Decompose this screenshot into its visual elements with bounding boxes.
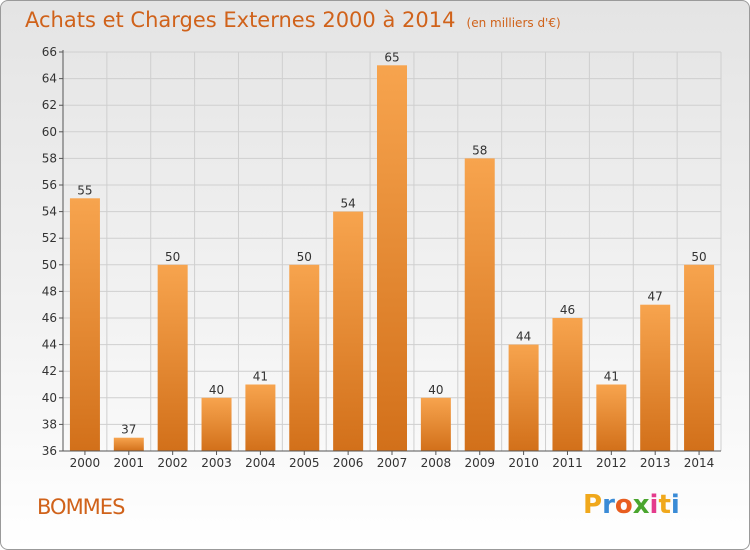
logo-letter: i: [649, 490, 659, 520]
data-label: 50: [691, 250, 706, 264]
y-tick-label: 62: [42, 98, 57, 112]
x-tick-label: 2005: [289, 456, 320, 470]
bar: [201, 397, 232, 451]
bar: [333, 211, 364, 451]
data-label: 46: [560, 303, 575, 317]
x-tick-label: 2009: [464, 456, 495, 470]
bar: [508, 344, 539, 451]
data-label: 44: [516, 330, 531, 344]
chart-unit: (en milliers d'€): [466, 16, 561, 30]
x-tick-label: 2002: [157, 456, 188, 470]
y-tick-label: 56: [42, 178, 57, 192]
logo-letter: r: [602, 490, 615, 520]
data-label: 37: [121, 423, 136, 437]
x-tick-label: 2012: [596, 456, 627, 470]
y-tick-label: 58: [42, 151, 57, 165]
y-tick-label: 48: [42, 284, 57, 298]
data-label: 41: [604, 370, 619, 384]
y-tick-label: 42: [42, 364, 57, 378]
x-tick-label: 2003: [201, 456, 232, 470]
proxiti-logo: Proxiti: [583, 490, 680, 520]
x-tick-label: 2013: [640, 456, 671, 470]
logo-letter: t: [658, 490, 671, 520]
x-tick-label: 2011: [552, 456, 583, 470]
y-tick-label: 38: [42, 417, 57, 431]
bar: [113, 437, 144, 451]
data-label: 40: [209, 383, 224, 397]
bar: [420, 397, 451, 451]
data-label: 55: [77, 183, 92, 197]
y-tick-label: 40: [42, 391, 57, 405]
bar: [289, 264, 320, 451]
y-tick-label: 36: [42, 444, 57, 458]
x-tick-label: 2010: [508, 456, 539, 470]
title-row: Achats et Charges Externes 2000 à 2014 (…: [25, 8, 561, 32]
y-tick-label: 50: [42, 258, 57, 272]
place-name: BOMMES: [37, 495, 125, 519]
bar-layer: [69, 65, 715, 452]
x-tick-label: 2000: [70, 456, 101, 470]
data-label: 41: [253, 370, 268, 384]
x-tick-label: 2014: [684, 456, 715, 470]
bar: [377, 65, 407, 452]
data-label: 54: [340, 197, 355, 211]
bar: [245, 384, 276, 451]
y-tick-label: 64: [42, 72, 57, 86]
bar: [69, 198, 100, 451]
chart-title: Achats et Charges Externes 2000 à 2014: [25, 8, 456, 32]
x-tick-label: 2001: [114, 456, 145, 470]
data-label: 65: [384, 50, 399, 64]
x-tick-label: 2008: [421, 456, 452, 470]
bar: [684, 264, 715, 451]
logo-letter: o: [614, 490, 633, 520]
data-label: 40: [428, 383, 443, 397]
data-label: 50: [297, 250, 312, 264]
logo-letter: x: [632, 490, 650, 520]
bar: [596, 384, 627, 451]
data-label: 47: [648, 290, 663, 304]
bar: [640, 304, 671, 451]
x-tick-label: 2007: [377, 456, 408, 470]
y-tick-label: 66: [42, 45, 57, 59]
x-tick-label: 2004: [245, 456, 276, 470]
bar: [464, 158, 495, 451]
y-tick-label: 54: [42, 205, 57, 219]
data-label: 50: [165, 250, 180, 264]
bar: [157, 264, 188, 451]
bar: [552, 318, 583, 451]
y-tick-label: 44: [42, 338, 57, 352]
logo-letter: P: [583, 490, 603, 520]
x-tick-label: 2006: [333, 456, 364, 470]
axis-layer: 36 38 40 42 44 46 48 50 52 54 56 58 60 62 64 66 55 2000 37…: [42, 45, 721, 470]
logo-letter: i: [670, 490, 680, 520]
y-tick-label: 46: [42, 311, 57, 325]
data-label: 58: [472, 143, 487, 157]
y-tick-label: 60: [42, 125, 57, 139]
y-tick-label: 52: [42, 231, 57, 245]
